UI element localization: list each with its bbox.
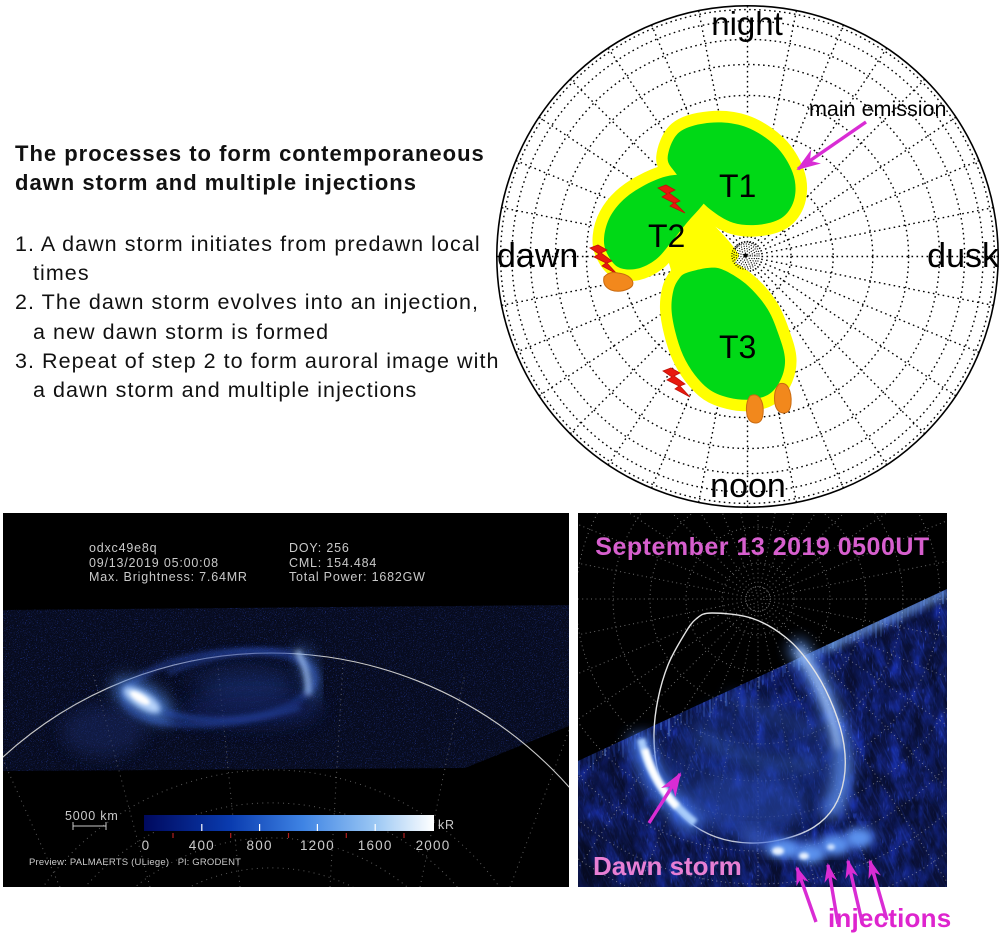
- svg-text:2000: 2000: [416, 838, 451, 853]
- svg-text:T3: T3: [719, 329, 756, 365]
- svg-text:dusk: dusk: [927, 237, 1000, 275]
- svg-text:1600: 1600: [358, 838, 393, 853]
- svg-text:noon: noon: [710, 467, 786, 505]
- svg-text:night: night: [711, 5, 783, 42]
- svg-text:T2: T2: [648, 218, 685, 254]
- svg-text:400: 400: [189, 838, 215, 853]
- svg-text:main emission: main emission: [809, 97, 946, 121]
- svg-text:800: 800: [247, 838, 273, 853]
- svg-text:1200: 1200: [300, 838, 335, 853]
- svg-text:T1: T1: [719, 168, 756, 204]
- svg-text:dawn: dawn: [497, 237, 578, 275]
- svg-text:0: 0: [142, 838, 151, 853]
